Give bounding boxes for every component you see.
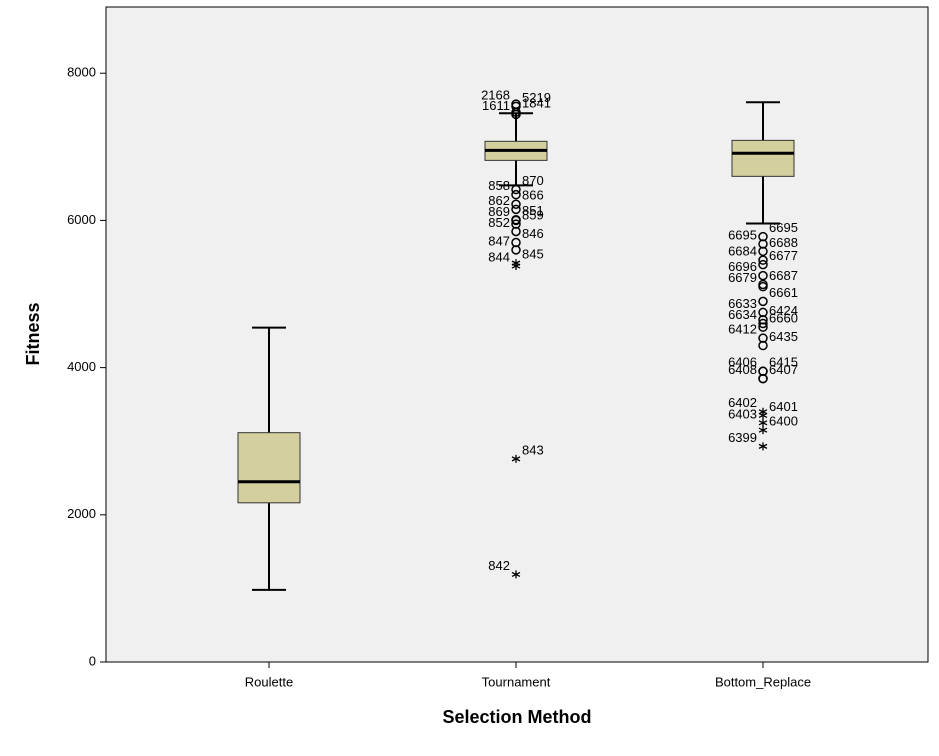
outlier-label: 852	[488, 215, 510, 230]
box	[237, 432, 301, 504]
outlier-label: 6424	[769, 303, 798, 318]
x-tick-label: Bottom_Replace	[715, 674, 811, 689]
outlier-label: 6679	[728, 270, 757, 285]
y-tick-label: 8000	[67, 65, 96, 80]
outlier-label: 6661	[769, 285, 798, 300]
outlier	[758, 318, 768, 329]
outlier	[758, 270, 768, 281]
outlier-label: 6435	[769, 329, 798, 344]
outlier-label: 851	[522, 203, 544, 218]
outlier-label: 6696	[728, 259, 757, 274]
outlier-label: 2168	[481, 88, 510, 103]
outlier	[758, 281, 768, 292]
box	[731, 139, 795, 177]
outlier-label: 6695	[769, 220, 798, 235]
outlier-label: 6634	[728, 307, 757, 322]
x-tick-label: Tournament	[482, 674, 551, 689]
y-axis-title: Fitness	[23, 302, 43, 365]
extreme	[758, 426, 768, 435]
outlier-label: 844	[488, 249, 510, 264]
outlier	[511, 215, 521, 226]
outlier-label: 847	[488, 233, 510, 248]
outlier-label: 846	[522, 226, 544, 241]
outlier	[758, 373, 768, 384]
outlier-label: 5219	[522, 90, 551, 105]
outlier-label: 6677	[769, 248, 798, 263]
outlier-label: 1611	[482, 98, 510, 113]
outlier	[511, 199, 521, 209]
outlier-label: 6688	[769, 235, 798, 250]
outlier	[758, 246, 768, 257]
outlier-label: 6408	[728, 362, 757, 377]
y-tick-label: 2000	[67, 506, 96, 521]
y-tick-label: 4000	[67, 359, 96, 374]
y-tick-label: 0	[89, 653, 96, 668]
x-tick-label: Roulette	[245, 674, 293, 689]
outlier-label: 866	[522, 188, 544, 203]
outlier	[758, 259, 768, 270]
outlier-label: 6660	[769, 311, 798, 326]
outlier-label: 843	[522, 442, 544, 457]
outlier	[511, 184, 521, 195]
extreme	[511, 570, 521, 579]
outlier-label: 6401	[769, 399, 798, 414]
outlier-label: 6633	[728, 296, 757, 311]
outlier	[758, 255, 768, 265]
outlier-label: 6695	[728, 227, 757, 242]
outlier-label: 842	[488, 558, 510, 573]
outlier	[758, 340, 768, 351]
outlier	[511, 245, 521, 255]
extreme	[758, 418, 768, 427]
y-tick-label: 6000	[67, 212, 96, 227]
outlier-label: 6400	[769, 414, 798, 429]
outlier-label: 1841	[522, 96, 551, 111]
outlier-label: 6407	[769, 362, 798, 377]
outlier-label: 6399	[728, 430, 757, 445]
outlier	[511, 189, 521, 200]
x-axis-title: Selection Method	[442, 707, 591, 727]
outlier-label: 859	[522, 208, 544, 223]
outlier-label: 862	[488, 193, 510, 208]
outlier-label: 6406	[728, 355, 757, 370]
outlier-label: 6687	[769, 268, 798, 283]
outlier-label: 6684	[728, 244, 757, 259]
outlier	[511, 109, 521, 120]
outlier-label: 870	[522, 173, 544, 188]
outlier	[511, 226, 521, 237]
outlier-label: 6403	[728, 406, 757, 421]
plot-area	[105, 6, 929, 663]
extreme	[511, 454, 521, 463]
extreme	[511, 262, 521, 271]
outlier-label: 858	[488, 178, 510, 193]
outlier	[758, 322, 768, 332]
outlier	[511, 204, 521, 215]
outlier-label: 6412	[728, 322, 757, 337]
outlier-label: 869	[488, 204, 510, 219]
outlier-label: 845	[522, 247, 544, 262]
outlier	[758, 296, 768, 307]
extreme	[758, 411, 768, 420]
outlier-label: 6402	[728, 395, 757, 410]
outlier-label: 6415	[769, 355, 798, 370]
extreme	[758, 442, 768, 451]
